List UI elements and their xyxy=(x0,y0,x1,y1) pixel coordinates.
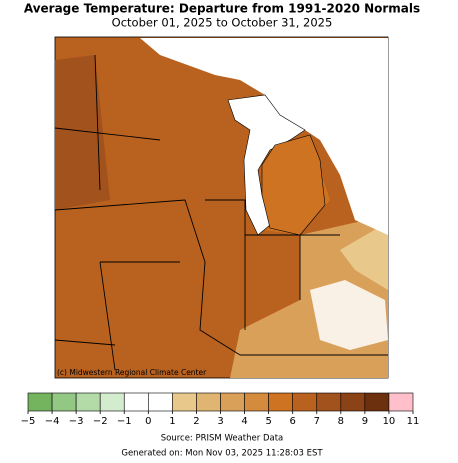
colorbar-bin xyxy=(268,392,293,412)
colorbar-bin xyxy=(244,392,269,412)
colorbar-bin xyxy=(148,392,173,412)
colorbar-tick-label: 2 xyxy=(193,416,199,427)
colorbar-bin xyxy=(220,392,245,412)
colorbar-bin xyxy=(292,392,318,412)
colorbar-tick-label: 5 xyxy=(265,416,271,427)
colorbar-tick-label: 11 xyxy=(407,416,420,427)
source: Source: PRISM Weather Data xyxy=(161,434,284,444)
map-subtitle: October 01, 2025 to October 31, 2025 xyxy=(112,16,333,30)
colorbar-bin xyxy=(316,392,342,412)
colorbar-bin xyxy=(364,392,390,412)
region xyxy=(340,222,388,290)
colorbar-tick-label: −5 xyxy=(21,416,36,427)
map-credit: (c) Midwestern Regional Climate Center xyxy=(57,368,207,377)
region xyxy=(95,38,240,150)
colorbar-bin xyxy=(27,392,53,412)
colorbar-tick-label: −3 xyxy=(69,416,84,427)
colorbar-bin xyxy=(196,392,221,412)
generated-date: Generated on: Mon Nov 03, 2025 11:28:03 … xyxy=(121,449,323,459)
colorbar-bin xyxy=(123,392,149,412)
colorbar-bin xyxy=(99,392,125,412)
colorbar-tick-label: 0 xyxy=(145,416,151,427)
colorbar-bin xyxy=(340,392,366,412)
colorbar-tick-label: −2 xyxy=(93,416,108,427)
colorbar-tick-label: 3 xyxy=(217,416,223,427)
map-title: Average Temperature: Departure from 1991… xyxy=(24,2,420,16)
colorbar-tick-label: 7 xyxy=(314,416,320,427)
region xyxy=(310,280,388,350)
colorbar-tick-label: 1 xyxy=(169,416,175,427)
colorbar-tick-label: 4 xyxy=(241,416,247,427)
colorbar-tick-label: 9 xyxy=(362,416,368,427)
colorbar-bin xyxy=(51,392,77,412)
colorbar-tick-label: 8 xyxy=(338,416,344,427)
lakes-and-canada xyxy=(140,38,388,235)
colorbar-tick-label: 6 xyxy=(290,416,296,427)
colorbar-tick-label: −1 xyxy=(117,416,132,427)
colorbar-tick-label: 10 xyxy=(383,416,396,427)
state-borders xyxy=(54,54,388,371)
colorbar-bin xyxy=(75,392,101,412)
colorbar-tick-label: −4 xyxy=(45,416,60,427)
map: (c) Midwestern Regional Climate Center xyxy=(54,36,389,379)
colorbar: −5 −4 −3 −2 −1 0 1 2 3 4 5 6 7 8 9 10 11 xyxy=(21,392,420,427)
colorbar-bin xyxy=(388,392,414,412)
colorbar-bin xyxy=(172,392,197,412)
